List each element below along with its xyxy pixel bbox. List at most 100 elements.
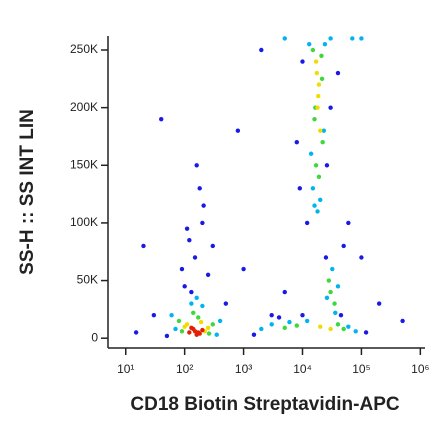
- point: [332, 301, 337, 306]
- point: [321, 128, 327, 133]
- point: [316, 82, 322, 87]
- point: [196, 330, 201, 335]
- point: [276, 315, 282, 320]
- point: [297, 186, 302, 191]
- point: [159, 116, 164, 122]
- y-tick-label: 100K: [70, 215, 98, 229]
- point: [217, 318, 223, 324]
- point: [330, 266, 335, 272]
- point: [326, 278, 332, 283]
- point: [324, 163, 330, 168]
- point: [319, 76, 325, 82]
- point: [200, 327, 205, 333]
- x-tick-label: 10⁵: [352, 362, 370, 376]
- point: [333, 310, 338, 316]
- point: [205, 272, 211, 277]
- point: [350, 36, 355, 41]
- point: [133, 330, 139, 335]
- point: [189, 325, 194, 331]
- point: [184, 322, 190, 327]
- point: [194, 163, 199, 168]
- point: [300, 59, 305, 64]
- point: [269, 312, 274, 318]
- x-tick-label: 10⁴: [293, 362, 312, 376]
- point: [318, 197, 323, 203]
- point: [335, 322, 341, 327]
- point: [294, 140, 299, 145]
- point: [400, 318, 405, 324]
- point: [282, 289, 287, 295]
- point: [294, 323, 299, 328]
- y-tick-label: 0: [91, 330, 98, 344]
- point: [282, 325, 287, 331]
- point: [314, 70, 320, 76]
- point: [316, 174, 322, 180]
- point: [328, 289, 333, 295]
- point: [320, 140, 325, 145]
- point: [223, 301, 229, 306]
- point: [189, 289, 194, 295]
- point: [346, 324, 351, 329]
- point: [359, 36, 364, 41]
- point: [313, 163, 319, 168]
- point: [241, 266, 246, 272]
- point: [179, 329, 185, 334]
- point: [210, 243, 215, 249]
- point: [287, 319, 292, 325]
- y-tick-label: 150K: [70, 157, 98, 171]
- x-tick-label: 10⁶: [411, 362, 429, 376]
- point: [346, 220, 351, 226]
- point: [335, 70, 341, 76]
- point: [313, 59, 319, 64]
- point: [319, 53, 324, 58]
- y-axis-label: SS-H :: SS INT LIN: [17, 109, 38, 275]
- y-tick-label: 50K: [77, 273, 98, 287]
- point: [312, 203, 317, 208]
- point: [328, 105, 333, 110]
- point: [173, 326, 178, 332]
- x-tick-label: 10²: [176, 362, 193, 376]
- point: [335, 284, 341, 289]
- point: [259, 47, 264, 53]
- point: [315, 105, 320, 110]
- point: [304, 220, 310, 226]
- point: [310, 47, 316, 53]
- point: [363, 330, 369, 335]
- point: [214, 332, 219, 337]
- x-axis-label: CD18 Biotin Streptavidin-APC: [130, 394, 399, 415]
- point: [194, 295, 199, 301]
- point: [300, 312, 305, 318]
- point: [322, 42, 328, 47]
- point: [338, 312, 344, 318]
- point: [259, 326, 264, 332]
- point: [376, 301, 382, 306]
- y-tick-label: 250K: [70, 42, 98, 56]
- point: [151, 312, 157, 318]
- point: [191, 310, 196, 316]
- point: [353, 329, 358, 334]
- point: [341, 326, 346, 332]
- point: [269, 322, 274, 327]
- point: [310, 186, 316, 191]
- point: [307, 42, 312, 47]
- point: [315, 209, 320, 214]
- point: [164, 333, 170, 339]
- point: [205, 325, 211, 331]
- point: [187, 330, 192, 335]
- point: [328, 326, 333, 332]
- point: [184, 226, 190, 231]
- point: [318, 324, 323, 329]
- point: [187, 238, 192, 243]
- point: [323, 255, 329, 260]
- point: [169, 312, 174, 318]
- point: [141, 243, 146, 249]
- point: [318, 128, 323, 133]
- y-tick-label: 200K: [70, 100, 98, 114]
- point: [308, 151, 314, 156]
- point: [304, 318, 310, 324]
- point: [235, 128, 241, 133]
- point: [316, 93, 321, 99]
- point: [176, 318, 182, 324]
- point: [251, 332, 257, 337]
